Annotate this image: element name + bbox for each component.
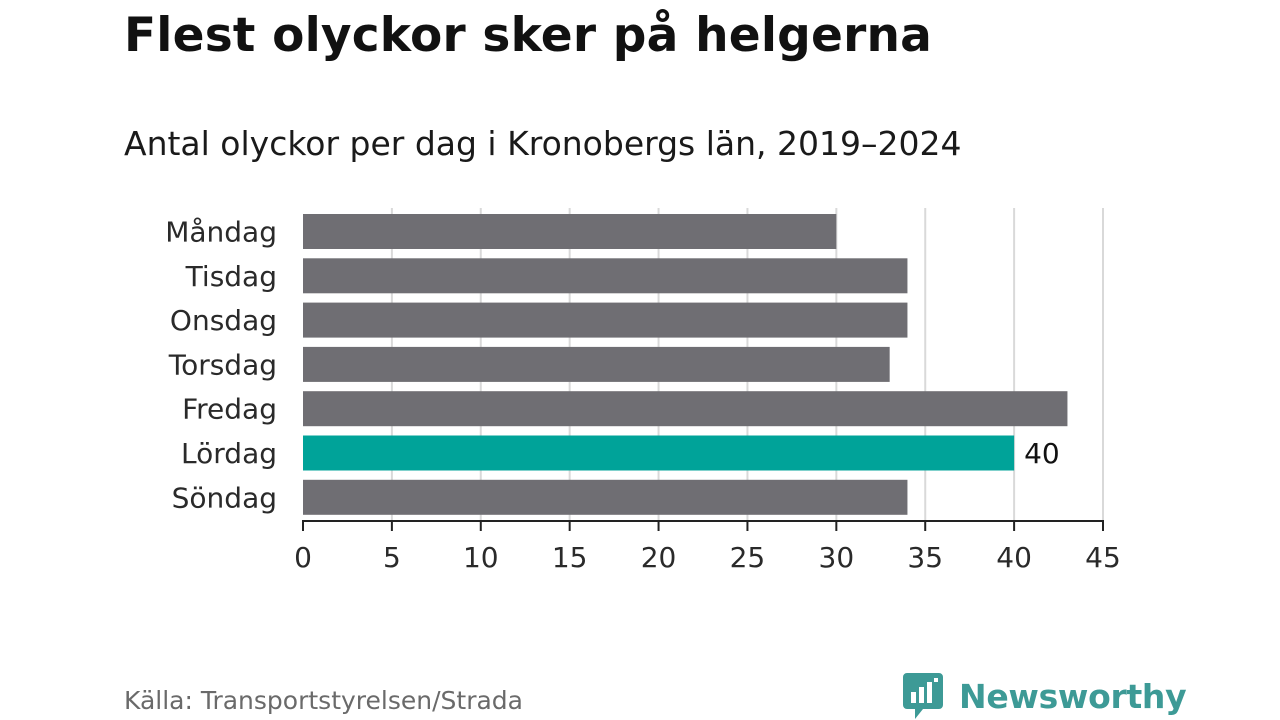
bar-måndag: [303, 214, 837, 249]
category-label: Söndag: [172, 481, 277, 514]
category-label: Lördag: [181, 437, 277, 470]
x-tick-label: 0: [294, 541, 312, 574]
x-tick-label: 15: [552, 541, 588, 574]
category-label: Onsdag: [170, 304, 277, 337]
x-tick-label: 30: [819, 541, 855, 574]
brand-logo: Newsworthy: [903, 672, 1187, 720]
chart-subtitle: Antal olyckor per dag i Kronobergs län, …: [124, 124, 962, 163]
x-tick-label: 45: [1085, 541, 1121, 574]
category-label: Fredag: [182, 393, 277, 426]
x-tick-label: 20: [641, 541, 677, 574]
bar-lördag: [303, 435, 1015, 471]
x-tick-label: 40: [996, 541, 1032, 574]
category-label: Torsdag: [168, 348, 277, 381]
x-tick-label: 35: [907, 541, 943, 574]
x-tick-label: 25: [730, 541, 766, 574]
x-tick-label: 5: [383, 541, 401, 574]
bar-onsdag: [303, 302, 908, 338]
category-label: Tisdag: [185, 260, 277, 293]
data-label: 40: [1024, 437, 1060, 470]
source-note: Källa: Transportstyrelsen/Strada: [124, 686, 523, 715]
bar-fredag: [303, 391, 1068, 427]
bar-söndag: [303, 479, 908, 515]
bar-tisdag: [303, 258, 908, 294]
brand-name: Newsworthy: [959, 676, 1187, 716]
chart-title: Flest olyckor sker på helgerna: [124, 8, 933, 63]
bar-torsdag: [303, 346, 890, 382]
category-label: Måndag: [165, 216, 277, 249]
newsworthy-logo-icon: [903, 673, 943, 719]
x-tick-label: 10: [463, 541, 499, 574]
